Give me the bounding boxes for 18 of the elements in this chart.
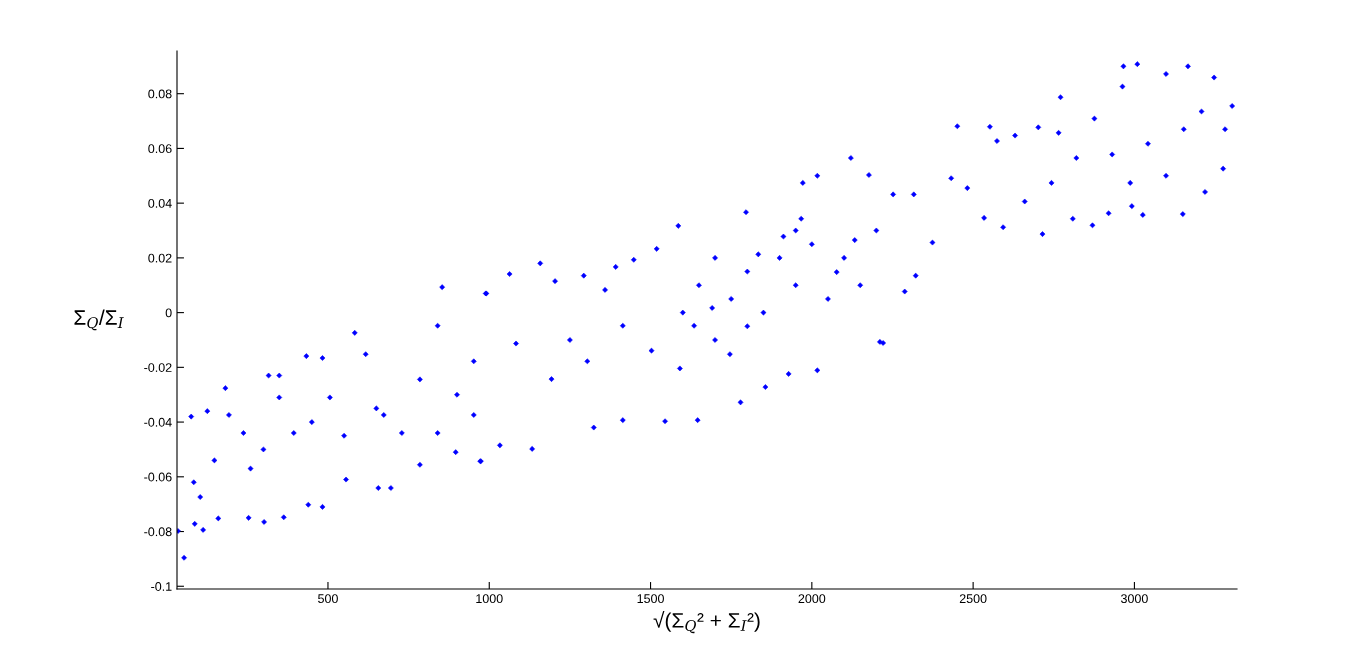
y-tick-label: -0.1 <box>151 582 172 591</box>
y-tick-label: 0.06 <box>148 144 172 154</box>
y-tick-label: -0.02 <box>144 363 172 372</box>
y-axis-title: Σ$_{Q}$/Σ$_{I}$ <box>74 309 124 331</box>
x-tick-label: 1000 <box>476 594 503 604</box>
y-tick-label: 0.08 <box>148 89 172 99</box>
y-tick-label: -0.04 <box>144 417 172 427</box>
y-tick-label: -0.08 <box>144 527 172 537</box>
x-tick-label: 2500 <box>959 594 987 604</box>
x-tick-label: 2000 <box>798 594 826 604</box>
x-axis-title: √(Σ$_{Q}$² + Σ$_{I}$²) <box>653 611 760 634</box>
y-tick-label: 0.02 <box>148 253 172 263</box>
y-tick-label: 0.04 <box>148 198 172 208</box>
y-tick-label: 0 <box>165 308 172 318</box>
x-tick-label: 500 <box>318 594 338 604</box>
x-tick-label: 3000 <box>1120 594 1148 604</box>
y-tick-label: -0.06 <box>144 472 172 482</box>
x-tick-label: 1500 <box>637 594 664 604</box>
